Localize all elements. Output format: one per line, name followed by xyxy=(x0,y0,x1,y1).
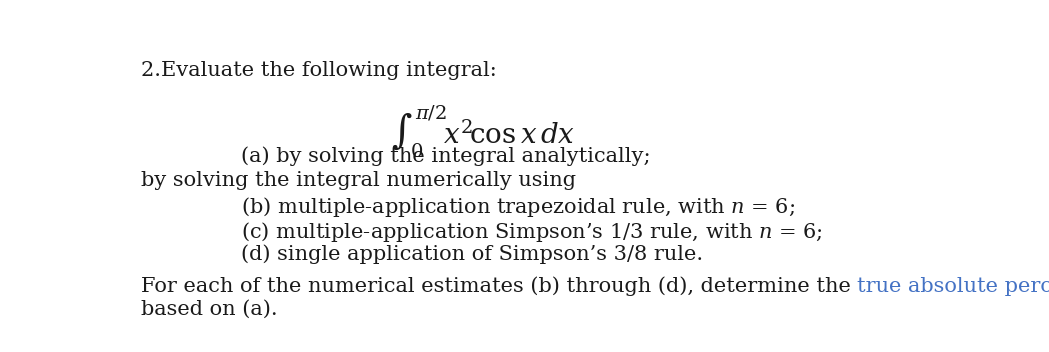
Text: $\int_0^{\pi/2\!} x^2\!\cos x\,dx$: $\int_0^{\pi/2\!} x^2\!\cos x\,dx$ xyxy=(391,103,576,160)
Text: (a) by solving the integral analytically;: (a) by solving the integral analytically… xyxy=(241,146,650,166)
Text: For each of the numerical estimates (b) through (d), determine the: For each of the numerical estimates (b) … xyxy=(141,277,857,296)
Text: 2.Evaluate the following integral:: 2.Evaluate the following integral: xyxy=(141,61,496,80)
Text: (b) multiple-application trapezoidal rule, with $n$ = 6;: (b) multiple-application trapezoidal rul… xyxy=(241,195,795,219)
Text: true absolute percent relative error: true absolute percent relative error xyxy=(857,277,1049,296)
Text: by solving the integral numerically using: by solving the integral numerically usin… xyxy=(141,171,576,190)
Text: based on (a).: based on (a). xyxy=(141,300,278,319)
Text: (d) single application of Simpson’s 3/8 rule.: (d) single application of Simpson’s 3/8 … xyxy=(241,244,703,264)
Text: (c) multiple-application Simpson’s 1/3 rule, with $n$ = 6;: (c) multiple-application Simpson’s 1/3 r… xyxy=(241,220,822,244)
